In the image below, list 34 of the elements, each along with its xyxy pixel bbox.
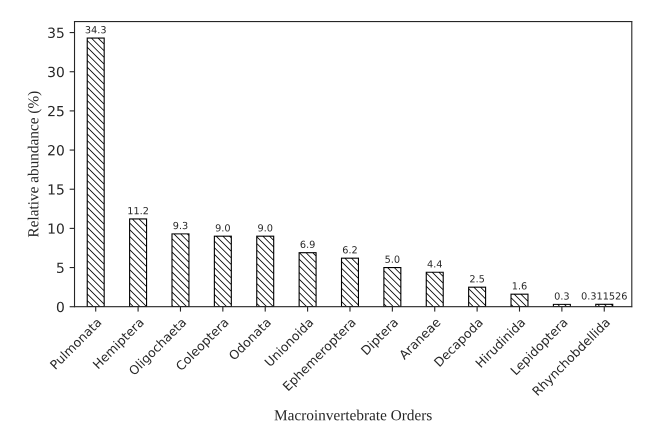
bar: [298, 252, 317, 307]
data-label: 6.2: [342, 246, 357, 254]
y-axis-title: Relative abundance (%): [28, 91, 42, 238]
bar: [256, 236, 274, 307]
bar: [340, 258, 360, 307]
bar: [426, 272, 444, 307]
bar: [214, 236, 232, 307]
data-label: 5.0: [385, 256, 400, 263]
data-label: 34.3: [86, 26, 106, 34]
data-label: 4.4: [427, 260, 442, 268]
data-label: 0.311526: [582, 292, 627, 300]
bar: [129, 218, 148, 307]
y-tick-label: 0: [56, 302, 64, 312]
x-axis-title: Macroinvertebrate Orders: [274, 410, 432, 420]
bar: [383, 267, 402, 307]
data-label: 0.3: [554, 292, 569, 300]
y-tick-label: 15: [48, 184, 64, 195]
bar: [171, 233, 190, 307]
y-tick-label: 25: [48, 106, 64, 116]
y-tick-label: 20: [48, 145, 64, 156]
bar: [468, 286, 486, 307]
data-label: 1.6: [512, 282, 527, 290]
y-tick-label: 5: [57, 262, 64, 274]
data-label: 9.0: [216, 224, 230, 232]
bar: [86, 37, 105, 307]
data-label: 9.0: [258, 224, 272, 232]
y-tick-label: 10: [48, 223, 64, 234]
data-label: 2.5: [470, 275, 484, 282]
y-tick-label: 30: [48, 66, 64, 78]
data-label: 9.3: [173, 222, 188, 230]
y-tick-label: 35: [48, 28, 64, 38]
bar: [510, 294, 529, 307]
data-label: 6.9: [300, 240, 315, 248]
data-label: 11.2: [128, 206, 148, 214]
